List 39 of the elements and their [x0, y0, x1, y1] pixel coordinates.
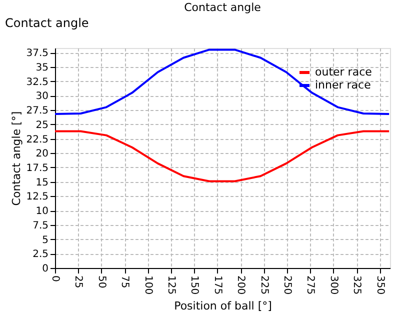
text: Contact angle: [5, 16, 89, 30]
x-tick-label: 100: [142, 276, 154, 295]
x-tick-label: 350: [374, 276, 386, 295]
x-tick-label: 300: [328, 276, 339, 295]
y-tick-label: 25: [36, 120, 48, 131]
x-tick-label: 200: [235, 276, 246, 295]
x-tick-label: 0: [50, 276, 60, 282]
x-tick-label: 325: [351, 276, 362, 295]
y-tick-label: 17.5: [26, 162, 48, 174]
x-tick-label: 275: [304, 276, 316, 295]
line-series: [54, 48, 390, 116]
y-tick-label: 0: [42, 264, 48, 274]
x-tick-label: 175: [212, 276, 223, 295]
x-tick-label: 50: [96, 276, 107, 288]
y-tick-label: 2.5: [32, 249, 48, 260]
y-tick-label: 10: [36, 206, 48, 218]
y-tick-label: 30: [36, 91, 48, 102]
y-tick-label: 5: [42, 234, 48, 246]
legend-label: inner race: [315, 78, 372, 92]
x-tick-label: 125: [165, 276, 176, 295]
x-tick-label: 25: [72, 276, 84, 288]
chart-title: Contact angle: [184, 1, 262, 14]
x-tick-label: 225: [258, 276, 270, 295]
y-tick-label: 12.5: [26, 192, 48, 203]
y-tick-label: 32.5: [26, 76, 48, 88]
x-tick-label: 150: [188, 276, 200, 295]
y-tick-label: 35: [36, 62, 48, 74]
y-tick-label: 7.5: [32, 220, 48, 232]
legend-label: outer race: [315, 66, 372, 78]
y-tick-label: 37.5: [26, 48, 48, 60]
x-axis-title: Position of ball [°]: [174, 300, 272, 313]
y-tick-label: 22.5: [26, 134, 48, 146]
line-series: [54, 130, 390, 182]
x-tick-label: 250: [281, 276, 292, 295]
x-tick-label: 75: [119, 276, 130, 288]
y-tick-label: 20: [36, 148, 48, 160]
y-axis-title: Contact angle [°]: [10, 111, 24, 206]
y-tick-label: 15: [36, 177, 48, 188]
y-tick-label: 27.5: [26, 106, 48, 117]
